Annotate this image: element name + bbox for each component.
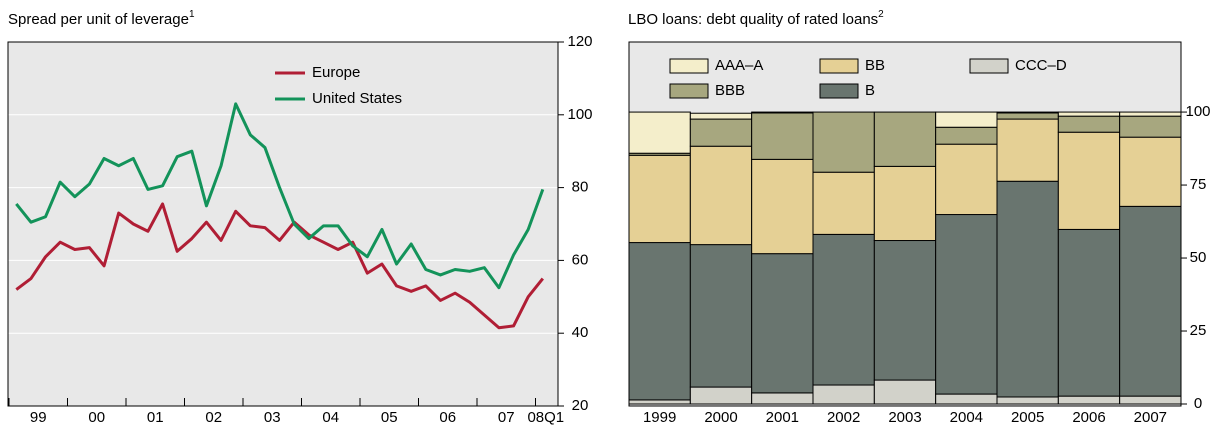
bar-segment: [689, 244, 753, 388]
bar-segment: [751, 392, 814, 405]
plot-frame: [628, 41, 1182, 407]
bar-segment: [628, 399, 691, 405]
bar-segment: [873, 240, 937, 381]
bar-segment: [873, 165, 937, 242]
bar-segment: [628, 242, 691, 401]
legend-label: United States: [312, 90, 402, 107]
y-tick-label: 40: [572, 324, 589, 341]
bar-segment: [935, 214, 998, 395]
bar-segment: [1119, 115, 1182, 138]
legend-swatch: [819, 83, 859, 99]
x-tick-label: 2007: [1134, 409, 1167, 426]
title-text: LBO loans: debt quality of rated loans: [628, 11, 878, 28]
x-tick-label: 2006: [1072, 409, 1105, 426]
bar-segment: [996, 111, 1059, 114]
bar-segment: [812, 384, 875, 405]
legend-label: Europe: [312, 64, 360, 81]
title-superscript: 2: [878, 9, 884, 20]
bar-segment: [689, 145, 753, 246]
legend-label: AAA–A: [715, 57, 763, 74]
bar-segment: [873, 111, 937, 167]
bar-segment: [1119, 395, 1182, 405]
x-tick-label: 2003: [888, 409, 921, 426]
x-tick-label: 02: [205, 409, 222, 426]
bar-segment: [1119, 136, 1182, 207]
x-tick-label: 2001: [766, 409, 799, 426]
bar-segment: [1057, 395, 1121, 405]
chart-title: LBO loans: debt quality of rated loans2: [628, 9, 884, 28]
legend-swatch: [969, 58, 1009, 74]
legend-label: BB: [865, 57, 885, 74]
bar-segment: [689, 118, 753, 147]
title-superscript: 1: [189, 9, 195, 20]
y-tick-label: 50: [1190, 249, 1207, 266]
legend-label: B: [865, 82, 875, 99]
y-tick-label: 0: [1194, 395, 1202, 412]
bar-segment: [1119, 205, 1182, 397]
y-tick-label: 20: [572, 397, 589, 414]
x-tick-label: 04: [322, 409, 339, 426]
x-tick-label: 2000: [704, 409, 737, 426]
y-tick-label: 25: [1190, 322, 1207, 339]
x-tick-label: 03: [264, 409, 281, 426]
y-tick-label: 100: [1185, 103, 1210, 120]
bar-segment: [1057, 115, 1121, 133]
bar-segment: [812, 111, 875, 173]
x-tick-label: 2004: [950, 409, 983, 426]
y-tick-label: 100: [567, 106, 592, 123]
x-tick-label: 00: [88, 409, 105, 426]
bar-segment: [812, 171, 875, 235]
legend-swatch: [819, 58, 859, 74]
bar-segment: [1057, 111, 1121, 117]
legend-label: CCC–D: [1015, 57, 1067, 74]
bar-segment: [628, 111, 691, 154]
y-tick-label: 120: [567, 33, 592, 50]
y-tick-label: 80: [572, 179, 589, 196]
x-tick-label: 2005: [1011, 409, 1044, 426]
title-text: Spread per unit of leverage: [8, 11, 189, 28]
x-tick-label: 2002: [827, 409, 860, 426]
x-tick-label: 06: [439, 409, 456, 426]
chart-title: Spread per unit of leverage1: [8, 9, 195, 28]
bar-segment: [1119, 111, 1182, 117]
x-tick-label: 99: [30, 409, 47, 426]
bar-segment: [996, 118, 1059, 182]
bar-segment: [996, 180, 1059, 398]
plot-frame: [7, 41, 559, 407]
legend-swatch: [669, 58, 709, 74]
bar-segment: [996, 396, 1059, 405]
bar-segment: [689, 112, 753, 120]
plot-background: [7, 41, 559, 407]
bar-segment: [751, 253, 814, 394]
bar-segment: [935, 393, 998, 405]
bar-segment: [751, 112, 814, 160]
bar-segment: [689, 386, 753, 405]
x-tick-label: 08Q1: [527, 409, 564, 426]
legend-swatch: [669, 83, 709, 99]
bar-segment: [751, 111, 814, 114]
legend-label: BBB: [715, 82, 745, 99]
bar-segment: [935, 126, 998, 145]
bar-segment: [1057, 228, 1121, 397]
y-tick-label: 60: [572, 251, 589, 268]
x-tick-label: 07: [498, 409, 515, 426]
bar-segment: [628, 154, 691, 244]
bar-segment: [935, 143, 998, 216]
data-line: [15, 102, 545, 290]
bar-segment: [996, 112, 1059, 120]
bar-segment: [751, 158, 814, 255]
data-line: [15, 202, 544, 330]
y-tick-label: 75: [1190, 176, 1207, 193]
x-tick-label: 01: [147, 409, 164, 426]
bar-segment: [1057, 131, 1121, 230]
bar-segment: [812, 233, 875, 386]
x-tick-label: 05: [381, 409, 398, 426]
bar-segment: [873, 379, 937, 405]
bar-segment: [935, 111, 998, 128]
x-tick-label: 1999: [643, 409, 676, 426]
